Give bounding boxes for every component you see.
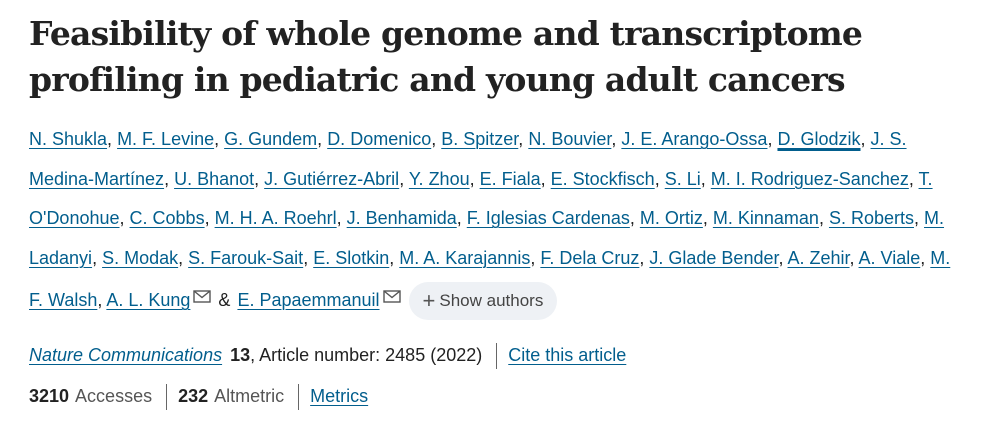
author-separator: ,	[908, 168, 919, 189]
author-separator: ,	[767, 129, 778, 149]
author-link[interactable]: J. S. Medina-Martínez	[29, 129, 907, 189]
author-separator: ,	[97, 290, 107, 310]
author-link[interactable]: E. Stockfisch	[550, 168, 655, 189]
author-link[interactable]: N. Bouvier	[528, 129, 612, 149]
author-link[interactable]: F. Iglesias Cardenas	[466, 208, 630, 228]
author-separator: ,	[518, 129, 529, 149]
author-separator: ,	[611, 129, 622, 149]
author-link[interactable]: E. Fiala	[479, 168, 541, 189]
author-link[interactable]: F. Dela Cruz	[540, 247, 640, 268]
author-link[interactable]: S. Li	[664, 168, 701, 189]
author-separator: ,	[700, 168, 711, 189]
author-separator: ,	[214, 129, 225, 149]
altmetric-score: 232	[178, 386, 209, 406]
accesses-count: 3210	[29, 386, 70, 406]
article-number: , Article number: 2485 (2022)	[250, 345, 483, 365]
author-separator: ,	[849, 247, 859, 268]
author-separator: ,	[456, 208, 467, 228]
author-link[interactable]: T. O'Donohue	[29, 168, 933, 229]
metrics-bar: 3210 Accesses 232 Altmetric Metrics	[29, 382, 369, 411]
author-link[interactable]: E. Papaemmanuil	[237, 290, 380, 310]
author-link[interactable]: J. Benhamida	[346, 208, 457, 228]
author-link[interactable]: C. Cobbs	[129, 208, 205, 228]
volume-number: 13	[230, 345, 251, 365]
author-separator: ,	[860, 129, 871, 149]
cite-this-article-link[interactable]: Cite this article	[508, 345, 627, 365]
author-link[interactable]: J. E. Arango-Ossa	[621, 129, 768, 149]
author-separator: ,	[317, 129, 328, 149]
author-separator: ,	[389, 247, 400, 268]
author-separator: ,	[914, 208, 925, 228]
author-separator: ,	[778, 247, 788, 268]
author-separator: ,	[431, 129, 442, 149]
journal-link[interactable]: Nature Communications	[29, 345, 223, 365]
author-link[interactable]: M. F. Levine	[117, 129, 215, 149]
author-separator: ,	[107, 129, 118, 149]
author-link[interactable]: A. L. Kung	[106, 290, 191, 310]
accesses-label: Accesses	[75, 386, 153, 406]
author-ampersand: &	[213, 290, 236, 310]
author-link[interactable]: M. I. Rodriguez-Sanchez	[710, 168, 909, 189]
author-separator: ,	[303, 247, 314, 268]
author-separator: ,	[629, 208, 640, 228]
author-link[interactable]: U. Bhanot	[174, 168, 255, 189]
author-link[interactable]: S. Modak	[102, 247, 179, 268]
citation-line: Nature Communications 13, Article number:…	[29, 341, 627, 370]
author-link[interactable]: N. Shukla	[29, 129, 108, 149]
author-separator: ,	[818, 208, 829, 228]
author-link[interactable]: D. Glodzik	[777, 129, 861, 149]
author-link[interactable]: A. Zehir	[787, 247, 850, 268]
plus-icon: +	[422, 288, 436, 314]
author-separator: ,	[164, 168, 175, 189]
author-link[interactable]: G. Gundem	[224, 129, 318, 149]
author-link[interactable]: D. Domenico	[327, 129, 432, 149]
envelope-icon[interactable]	[193, 278, 212, 318]
author-separator: ,	[469, 168, 480, 189]
author-link[interactable]: E. Slotkin	[313, 247, 390, 268]
author-link[interactable]: M. F. Walsh	[29, 247, 951, 311]
author-separator: ,	[702, 208, 713, 228]
author-separator: ,	[254, 168, 265, 189]
author-link[interactable]: Y. Zhou	[408, 168, 470, 189]
author-separator: ,	[336, 208, 347, 228]
author-separator: ,	[178, 247, 189, 268]
show-authors-label: Show authors	[439, 291, 544, 311]
author-link[interactable]: M. Ladanyi	[29, 208, 945, 268]
show-authors-button[interactable]: + Show authors	[408, 282, 558, 321]
divider	[496, 343, 498, 370]
author-link[interactable]: M. H. A. Roehrl	[214, 208, 337, 228]
divider	[298, 384, 300, 411]
author-link[interactable]: M. A. Karajannis	[399, 247, 531, 268]
envelope-icon[interactable]	[382, 278, 401, 318]
metrics-link[interactable]: Metrics	[310, 386, 369, 406]
author-separator: ,	[530, 247, 541, 268]
author-separator: ,	[204, 208, 215, 228]
divider	[166, 384, 168, 411]
author-link[interactable]: B. Spitzer	[441, 129, 519, 149]
author-link[interactable]: M. Kinnaman	[712, 208, 819, 228]
author-link[interactable]: M. Ortiz	[639, 208, 703, 228]
altmetric-label: Altmetric	[214, 386, 285, 406]
author-link[interactable]: J. Glade Bender	[649, 247, 779, 268]
author-separator: ,	[654, 168, 665, 189]
author-list: N. Shukla, M. F. Levine, G. Gundem, D. D…	[29, 120, 969, 321]
author-link[interactable]: S. Farouk-Sait	[188, 247, 304, 268]
author-separator: ,	[92, 247, 103, 268]
author-separator: ,	[119, 208, 130, 228]
author-link[interactable]: J. Gutiérrez-Abril	[264, 168, 400, 189]
article-title: Feasibility of whole genome and transcri…	[29, 14, 863, 99]
author-link[interactable]: S. Roberts	[828, 208, 914, 228]
author-separator: ,	[540, 168, 551, 189]
author-separator: ,	[920, 247, 931, 268]
author-link[interactable]: A. Viale	[858, 247, 921, 268]
author-separator: ,	[639, 247, 650, 268]
author-separator: ,	[399, 168, 409, 189]
